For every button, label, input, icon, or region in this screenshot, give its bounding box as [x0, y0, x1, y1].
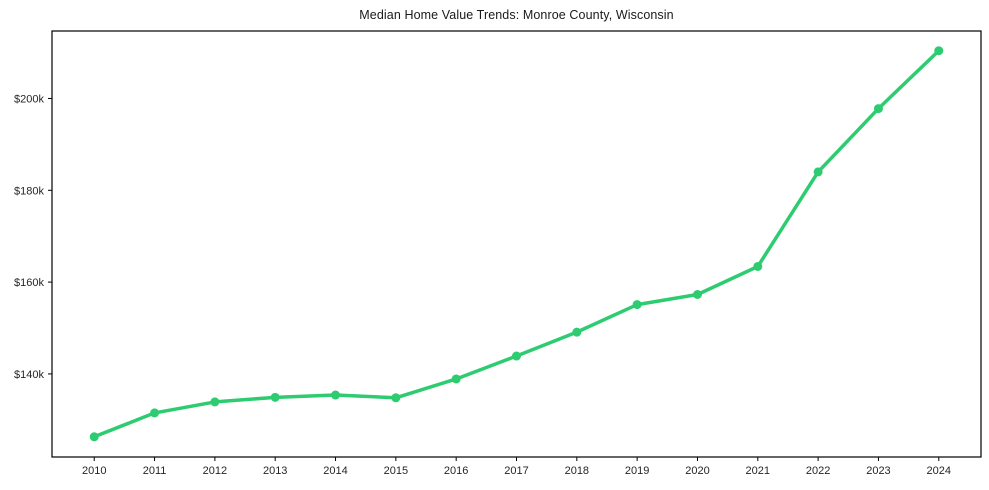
x-tick-label: 2023 — [866, 465, 890, 477]
data-point — [150, 408, 160, 418]
data-point — [270, 392, 280, 402]
x-tick-label: 2016 — [444, 465, 468, 477]
trend-line — [92, 48, 941, 439]
x-tick-label: 2011 — [143, 465, 167, 477]
x-tick-label: 2020 — [685, 465, 709, 477]
x-tick-label: 2012 — [203, 465, 227, 477]
data-point — [451, 374, 461, 384]
chart-title: Median Home Value Trends: Monroe County,… — [359, 8, 674, 22]
x-tick-label: 2015 — [384, 465, 408, 477]
data-point — [331, 390, 341, 400]
x-tick-label: 2019 — [625, 465, 649, 477]
x-tick-label: 2018 — [565, 465, 589, 477]
data-point — [632, 300, 642, 310]
x-tick-label: 2010 — [82, 465, 106, 477]
y-tick-label: $180k — [14, 185, 44, 197]
y-tick-label: $160k — [14, 277, 44, 289]
data-point — [692, 289, 702, 299]
x-tick-label: 2014 — [323, 465, 347, 477]
data-point — [89, 432, 99, 442]
x-tick-label: 2024 — [927, 465, 951, 477]
data-point — [512, 351, 521, 361]
x-tick-label: 2021 — [746, 465, 770, 477]
y-tick-label: $200k — [14, 93, 44, 105]
data-point — [753, 261, 763, 271]
data-point — [391, 393, 401, 403]
data-point — [210, 397, 220, 407]
plot-border — [51, 30, 982, 458]
y-tick-label: $140k — [14, 369, 44, 381]
data-point — [873, 104, 883, 114]
x-tick-label: 2017 — [504, 465, 528, 477]
x-tick-label: 2022 — [806, 465, 830, 477]
data-point — [813, 167, 823, 177]
data-point — [934, 46, 944, 56]
data-point — [572, 327, 582, 337]
x-tick-label: 2013 — [263, 465, 287, 477]
